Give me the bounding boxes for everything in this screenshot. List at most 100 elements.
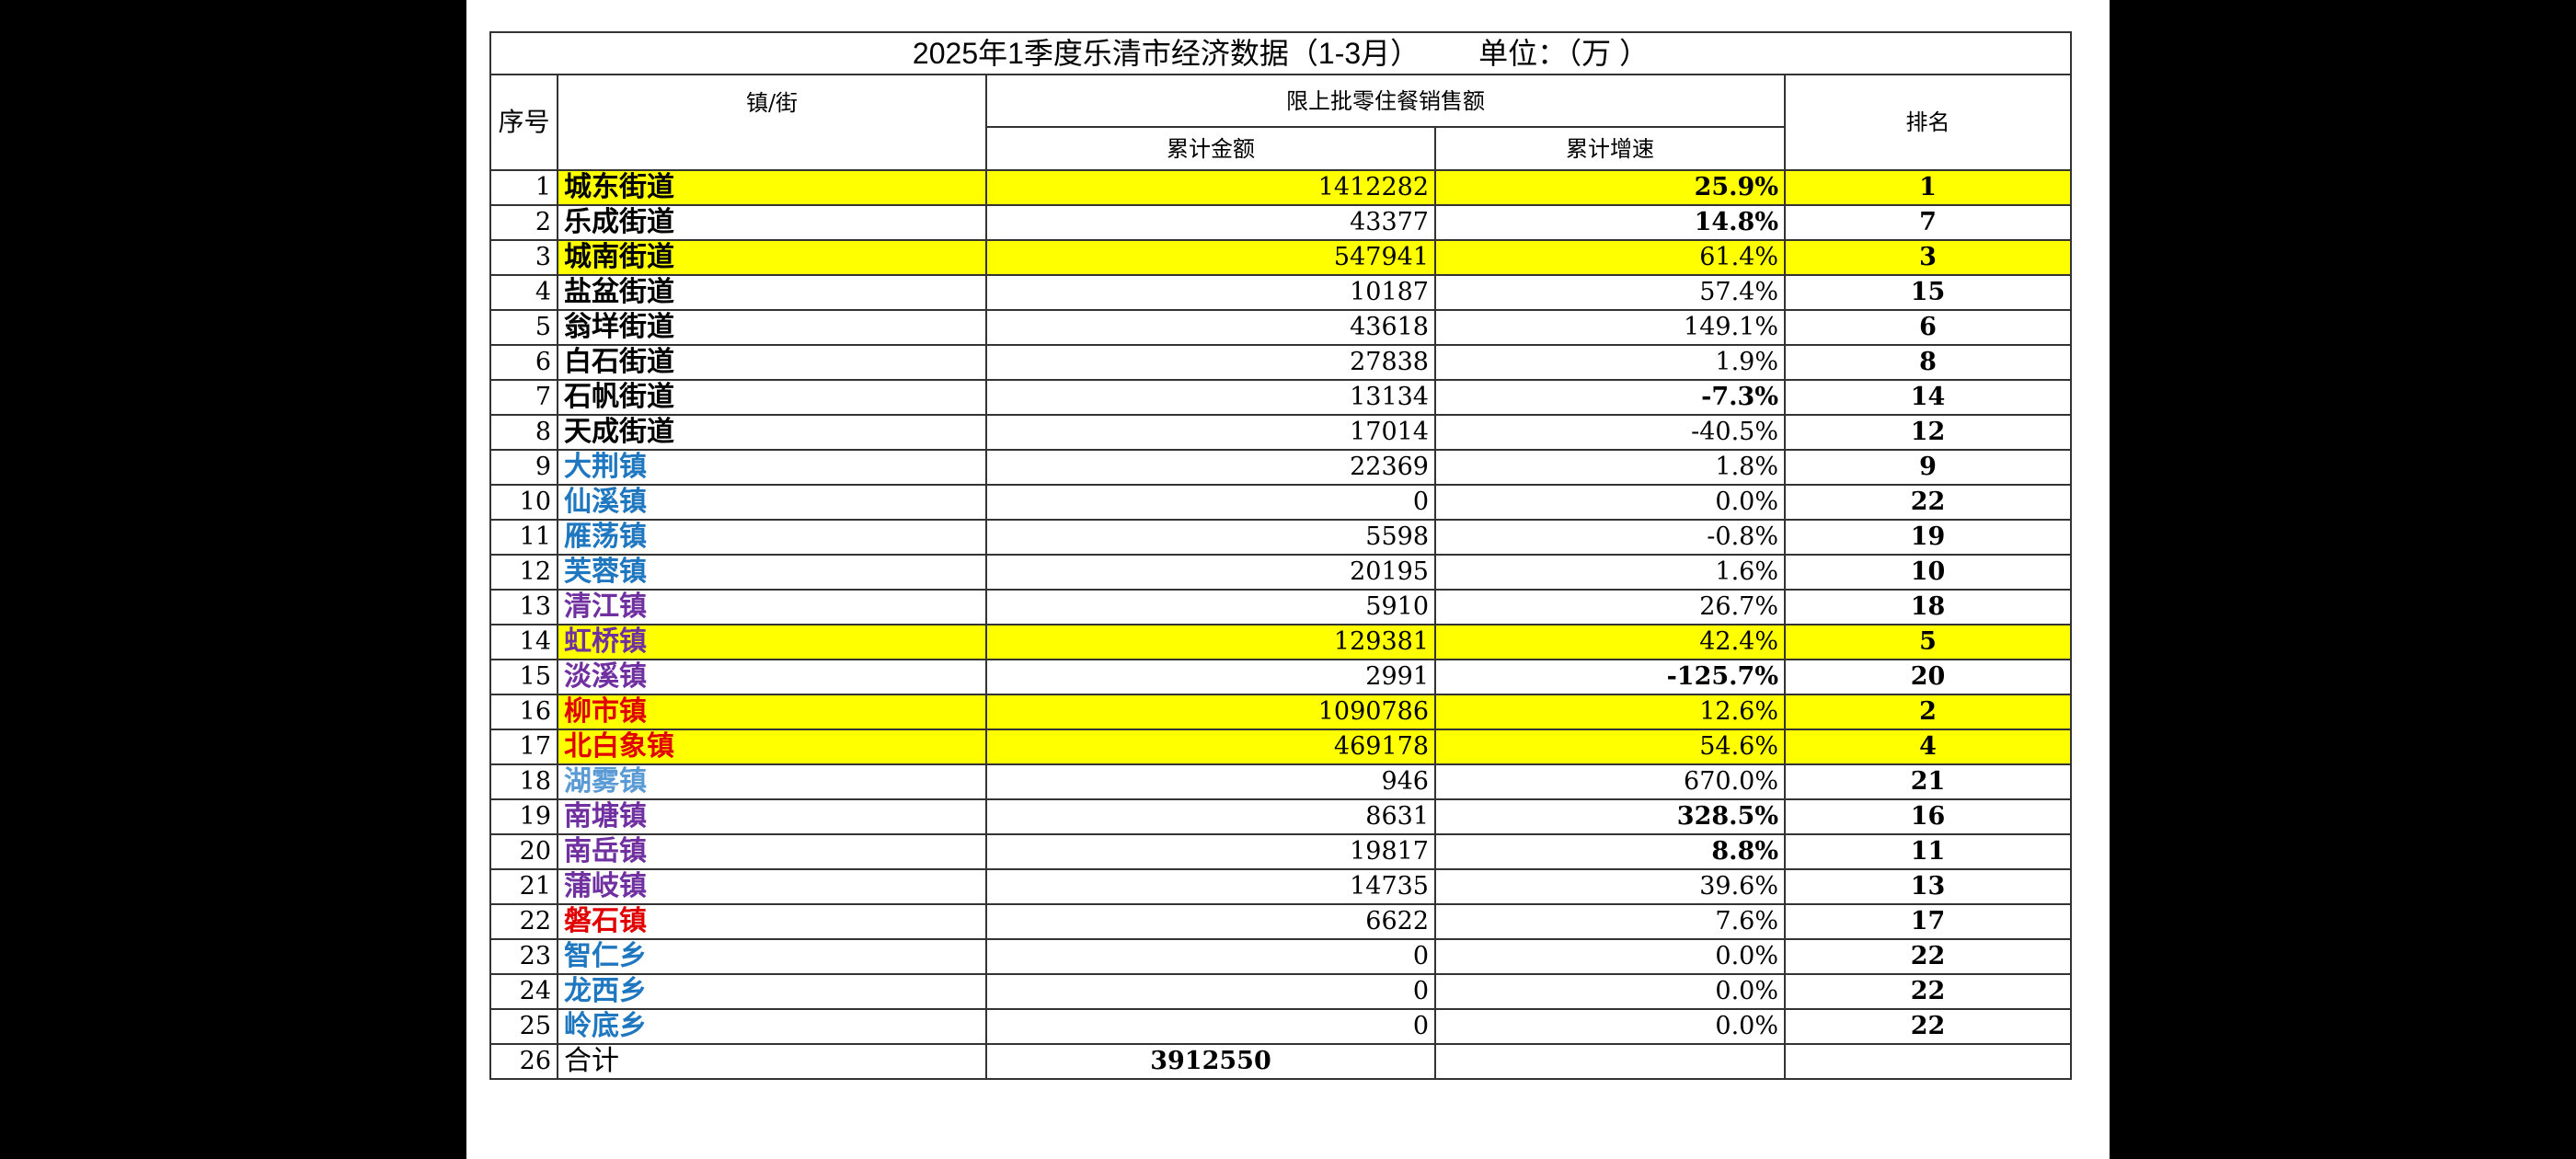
growth: 8.8% [1434,833,1786,870]
rank: 20 [1783,659,2073,695]
growth: 0.0% [1434,1008,1786,1045]
rank: 22 [1783,484,2073,521]
rank: 3 [1783,239,2073,276]
data-row: 17 北白象镇 469178 54.6% 4 [489,729,2073,765]
row-number: 18 [489,763,558,800]
growth: 42.4% [1434,624,1786,660]
rank [1783,1043,2073,1080]
data-row: 3 城南街道 547941 61.4% 3 [489,239,2073,276]
rank: 19 [1783,519,2073,556]
total-row: 26 合计 3912550 [489,1043,2073,1080]
panel: 2025年1季度乐清市经济数据（1-3月） 单位：（万 ） 序号 镇/街 限上批… [466,0,2110,1159]
row-name: 柳市镇 [557,694,987,730]
header-cell: 限上批零住餐销售额 [985,74,1786,128]
growth: 0.0% [1434,938,1786,975]
row-name: 仙溪镇 [557,484,987,521]
data-row: 10 仙溪镇 0 0.0% 22 [489,484,2073,521]
rank: 15 [1783,274,2073,311]
row-number: 16 [489,694,558,730]
rank: 18 [1783,589,2073,625]
row-name: 磐石镇 [557,903,987,940]
row-name: 南塘镇 [557,798,987,835]
amount: 20195 [985,554,1436,591]
amount: 43618 [985,309,1436,346]
rank: 2 [1783,694,2073,730]
amount: 14735 [985,868,1436,905]
unit: 单位：（万 ） [1478,37,1650,70]
row-number: 26 [489,1043,558,1080]
data-row: 5 翁垟街道 43618 149.1% 6 [489,309,2073,346]
amount: 1412282 [985,169,1436,206]
growth: 149.1% [1434,309,1786,346]
rank: 9 [1783,449,2073,486]
amount: 0 [985,484,1436,521]
row-name: 白石街道 [557,344,987,381]
title: 2025年1季度乐清市经济数据（1-3月） 单位：（万 ） [489,31,2073,75]
row-number: 6 [489,344,558,381]
amount: 19817 [985,833,1436,870]
header-row: 累计金额 累计增速 [490,126,2071,171]
rank: 10 [1783,554,2073,591]
growth: 7.6% [1434,903,1786,940]
row-number: 19 [489,798,558,835]
amount: 0 [985,1008,1436,1045]
rank: 22 [1783,938,2073,975]
growth: 26.7% [1434,589,1786,625]
amount: 469178 [985,729,1436,765]
growth: 39.6% [1434,868,1786,905]
header-cell: 排名 [1783,74,2073,171]
amount: 547941 [985,239,1436,276]
amount: 13134 [985,379,1436,416]
amount: 10187 [985,274,1436,311]
amount: 6622 [985,903,1436,940]
amount: 0 [985,973,1436,1010]
rank: 14 [1783,379,2073,416]
row-name: 南岳镇 [557,833,987,870]
row-number: 22 [489,903,558,940]
data-row: 1 城东街道 1412282 25.9% 1 [489,169,2073,206]
data-row: 18 湖雾镇 946 670.0% 21 [489,763,2073,800]
header-cell: 累计金额 [985,126,1436,171]
growth: -125.7% [1434,659,1786,695]
data-row: 22 磐石镇 6622 7.6% 17 [489,903,2073,940]
row-name: 蒲岐镇 [557,868,987,905]
row-number: 1 [489,169,558,206]
growth: -40.5% [1434,414,1786,451]
row-name: 虹桥镇 [557,624,987,660]
row-name: 合计 [557,1043,987,1080]
row-name: 城南街道 [557,239,987,276]
row-name: 龙西乡 [557,973,987,1010]
data-row: 25 岭底乡 0 0.0% 22 [489,1008,2073,1045]
row-number: 20 [489,833,558,870]
data-row: 4 盐盆街道 10187 57.4% 15 [489,274,2073,311]
row-number: 12 [489,554,558,591]
rank: 11 [1783,833,2073,870]
row-number: 23 [489,938,558,975]
row-name: 大荆镇 [557,449,987,486]
rank: 6 [1783,309,2073,346]
rank: 16 [1783,798,2073,835]
amount: 0 [985,938,1436,975]
growth: 1.9% [1434,344,1786,381]
row-number: 9 [489,449,558,486]
growth: 25.9% [1434,169,1786,206]
growth: 328.5% [1434,798,1786,835]
data-row: 20 南岳镇 19817 8.8% 11 [489,833,2073,870]
rank: 17 [1783,903,2073,940]
data-row: 21 蒲岐镇 14735 39.6% 13 [489,868,2073,905]
row-name: 湖雾镇 [557,763,987,800]
amount: 129381 [985,624,1436,660]
row-number: 21 [489,868,558,905]
growth: 12.6% [1434,694,1786,730]
rank: 1 [1783,169,2073,206]
row-name: 芙蓉镇 [557,554,987,591]
growth: 0.0% [1434,973,1786,1010]
row-number: 8 [489,414,558,451]
rank: 7 [1783,204,2073,241]
data-row: 6 白石街道 27838 1.9% 8 [489,344,2073,381]
row-name: 城东街道 [557,169,987,206]
data-row: 14 虹桥镇 129381 42.4% 5 [489,624,2073,660]
row-name: 天成街道 [557,414,987,451]
data-row: 19 南塘镇 8631 328.5% 16 [489,798,2073,835]
